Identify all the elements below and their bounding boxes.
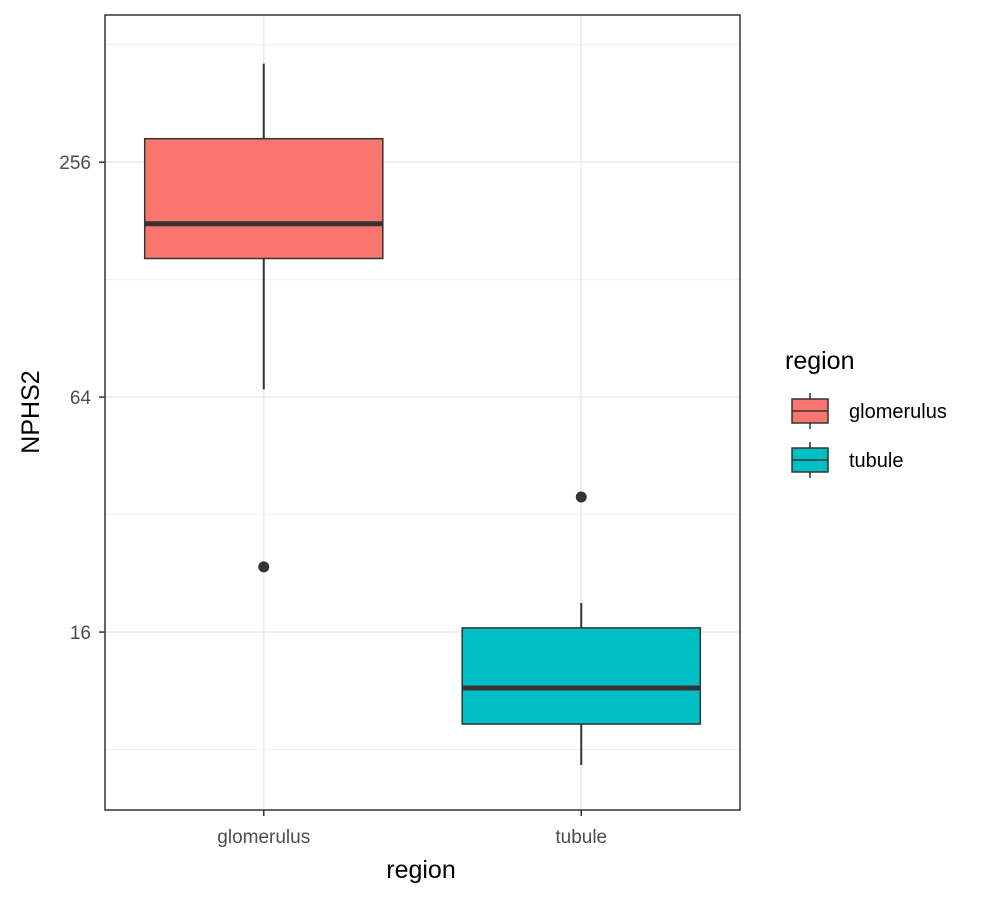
box-glomerulus: [143, 63, 384, 573]
box-tubule: [461, 491, 702, 766]
outlier-point: [258, 561, 270, 573]
legend-key-glomerulus: [791, 393, 829, 429]
panel-border: [104, 14, 741, 811]
y-axis-title: NPHS2: [17, 370, 45, 453]
y-tick-label: 256: [59, 153, 91, 174]
legend: region glomerulus tubule: [785, 347, 947, 478]
legend-label: tubule: [849, 450, 904, 472]
box-plots: [143, 63, 702, 766]
outlier-point: [575, 491, 587, 503]
box-iqr: [461, 627, 702, 725]
legend-label: glomerulus: [849, 401, 947, 423]
x-tick-label: glomerulus: [217, 827, 310, 848]
legend-title: region: [785, 347, 855, 375]
box-iqr: [143, 137, 384, 260]
y-tick-label: 16: [70, 623, 91, 644]
y-tick-label: 64: [70, 388, 92, 409]
x-axis-title: region: [386, 856, 456, 884]
x-tick-label: tubule: [555, 827, 607, 848]
legend-key-tubule: [791, 442, 829, 478]
axes: 16 64 256 glomerulus tubule: [59, 153, 607, 848]
